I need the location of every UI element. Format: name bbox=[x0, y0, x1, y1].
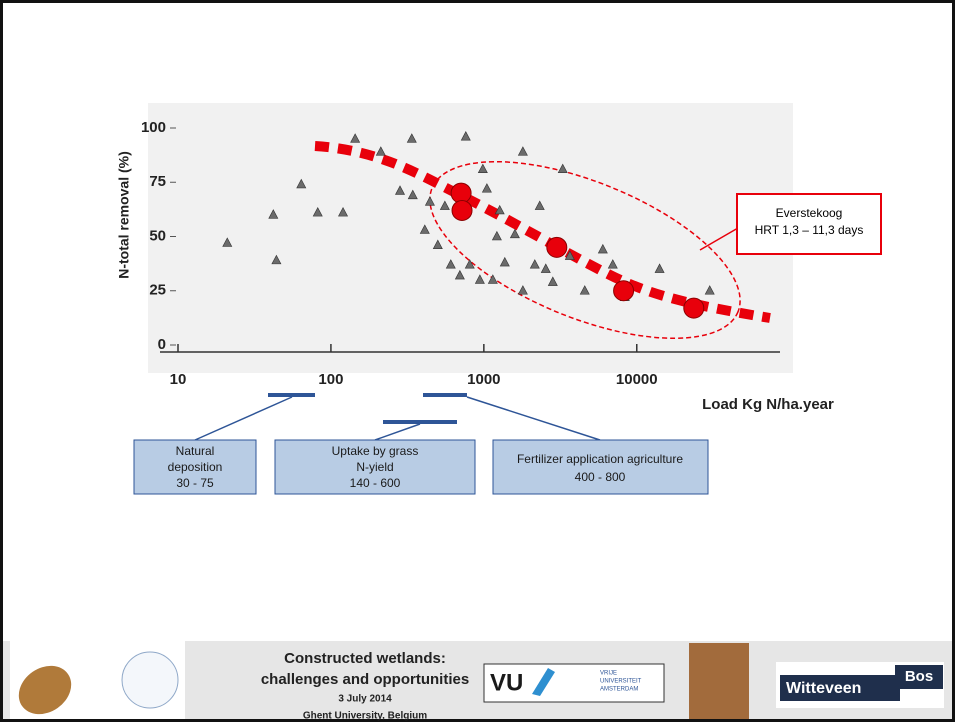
data-point bbox=[683, 297, 705, 319]
data-point bbox=[338, 206, 349, 217]
box-text: 30 - 75 bbox=[176, 476, 214, 490]
data-point bbox=[487, 274, 498, 284]
x-tick-label: 10 bbox=[170, 371, 187, 388]
fox-image bbox=[689, 643, 749, 719]
data-point bbox=[704, 285, 715, 295]
data-point bbox=[564, 250, 575, 260]
bos-text: Bos bbox=[905, 668, 933, 685]
data-point bbox=[407, 189, 418, 200]
data-point bbox=[464, 259, 475, 269]
vu-name: UNIVERSITEIT bbox=[600, 679, 642, 685]
data-point bbox=[350, 133, 361, 143]
callout-text: Everstekoog bbox=[776, 206, 843, 220]
data-point bbox=[654, 263, 665, 273]
data-point bbox=[451, 199, 473, 221]
x-tick-label: 100 bbox=[318, 371, 343, 388]
data-point bbox=[557, 163, 568, 174]
y-tick-label: 50 bbox=[149, 227, 166, 244]
vu-name: AMSTERDAM bbox=[600, 687, 638, 693]
connector bbox=[374, 423, 421, 441]
data-point bbox=[491, 230, 502, 241]
highlight-ellipse bbox=[429, 160, 741, 340]
data-point bbox=[439, 200, 450, 210]
y-axis-label: N-total removal (%) bbox=[116, 151, 132, 279]
data-point bbox=[517, 285, 528, 295]
info-box bbox=[274, 439, 476, 495]
x-axis-label: Load Kg N/ha.year bbox=[702, 396, 834, 413]
callout-text: HRT 1,3 – 11,3 days bbox=[755, 223, 864, 237]
scan-background bbox=[148, 103, 793, 373]
data-point bbox=[477, 163, 488, 174]
data-point bbox=[613, 280, 635, 302]
info-box bbox=[133, 439, 257, 495]
data-point bbox=[607, 259, 618, 269]
x-tick-label: 1000 bbox=[467, 371, 500, 388]
data-point bbox=[406, 133, 417, 143]
data-point bbox=[499, 256, 510, 267]
data-point bbox=[424, 196, 435, 206]
data-point bbox=[375, 146, 386, 156]
data-point bbox=[474, 274, 485, 284]
data-point bbox=[445, 259, 456, 269]
vu-name: VRIJE bbox=[600, 671, 617, 677]
witteveen-text: Witteveen bbox=[786, 680, 861, 697]
info-box bbox=[492, 439, 709, 495]
vu-text: VU bbox=[490, 669, 523, 696]
footer-date: 3 July 2014 bbox=[338, 694, 392, 705]
data-point bbox=[481, 183, 492, 193]
trend-line bbox=[314, 141, 771, 323]
data-point bbox=[460, 131, 471, 141]
data-point bbox=[419, 224, 430, 234]
vu-griffin bbox=[532, 668, 555, 696]
data-point bbox=[534, 200, 545, 210]
footer-place: Ghent University, Belgium bbox=[303, 711, 427, 722]
data-point bbox=[547, 276, 558, 286]
data-point bbox=[271, 254, 282, 265]
data-point bbox=[494, 204, 505, 215]
connector bbox=[194, 396, 293, 441]
y-tick-label: 0 bbox=[158, 336, 166, 353]
marks bbox=[222, 131, 715, 319]
x-tick-label: 10000 bbox=[616, 371, 658, 388]
box-text: 400 - 800 bbox=[575, 470, 626, 484]
stamp-image bbox=[18, 665, 72, 715]
data-point bbox=[268, 209, 279, 219]
y-tick-label: 100 bbox=[141, 119, 166, 136]
footer-title: Constructed wetlands: bbox=[284, 650, 446, 667]
data-point bbox=[517, 146, 528, 156]
callout-box bbox=[736, 193, 882, 255]
data-point bbox=[454, 269, 465, 280]
data-point bbox=[509, 228, 520, 239]
bos-bar bbox=[895, 665, 943, 689]
data-point bbox=[312, 206, 323, 217]
vu-logo bbox=[483, 663, 665, 703]
plot: 10 100 1000 10000 0 25 50 75 100 bbox=[141, 119, 780, 388]
box-text: Uptake by grass bbox=[332, 444, 419, 458]
box-text: deposition bbox=[168, 460, 223, 474]
callout-leader bbox=[699, 227, 739, 251]
data-point bbox=[395, 185, 406, 195]
data-point bbox=[546, 236, 568, 258]
box-text: 140 - 600 bbox=[350, 476, 401, 490]
data-point bbox=[597, 243, 608, 254]
y-tick-label: 25 bbox=[149, 282, 166, 299]
connector bbox=[466, 396, 601, 441]
witteveen-bar bbox=[780, 675, 900, 701]
data-point bbox=[296, 178, 307, 189]
data-point bbox=[540, 263, 551, 273]
data-point bbox=[432, 239, 443, 249]
data-point bbox=[579, 285, 590, 295]
box-text: Fertilizer application agriculture bbox=[517, 452, 683, 466]
waterharmonica-logo bbox=[121, 651, 179, 709]
y-tick-label: 75 bbox=[149, 173, 166, 190]
footer-title: challenges and opportunities bbox=[261, 671, 469, 688]
box-text: Natural bbox=[176, 444, 215, 458]
data-point bbox=[222, 237, 233, 247]
data-point bbox=[529, 259, 540, 269]
box-text: N-yield bbox=[356, 460, 393, 474]
